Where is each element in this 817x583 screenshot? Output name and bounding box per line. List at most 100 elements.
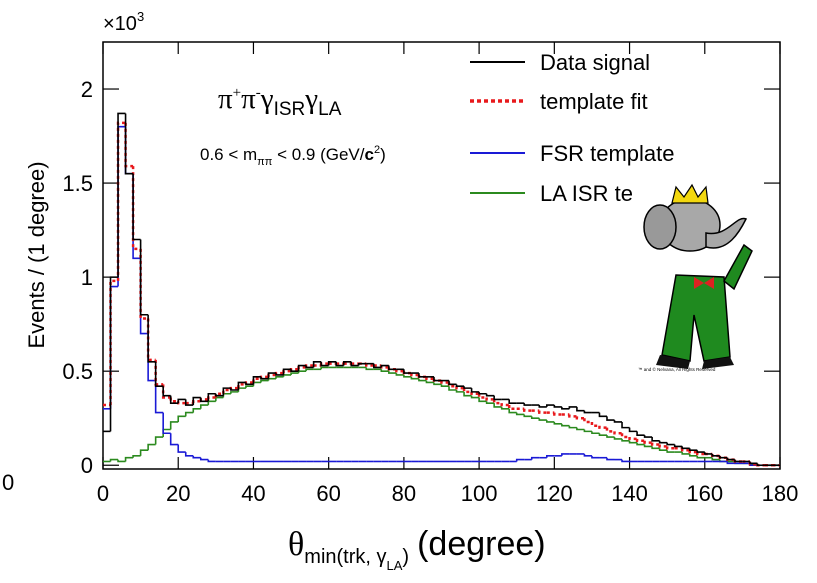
- histogram-series: [103, 366, 780, 467]
- histogram-step: [184, 452, 194, 457]
- histogram-step: [260, 379, 269, 383]
- histogram-step: [388, 365, 397, 371]
- histogram-step: [245, 382, 254, 386]
- histogram-step: [184, 399, 194, 406]
- histogram-step: [613, 437, 623, 440]
- histogram-step: [162, 412, 171, 435]
- ann-part: π: [218, 83, 233, 115]
- histogram-step: [132, 173, 141, 241]
- histogram-step: [553, 421, 562, 425]
- histogram-step: [275, 373, 284, 376]
- histogram-step: [673, 444, 683, 448]
- histogram-step: [154, 361, 164, 388]
- histogram-step: [147, 314, 156, 363]
- histogram-step: [568, 406, 577, 409]
- ann2-part: c: [365, 145, 374, 164]
- histogram-step: [455, 384, 465, 388]
- ann2-part: ππ: [257, 156, 273, 168]
- histogram-step: [478, 391, 487, 395]
- histogram-step: [651, 437, 660, 442]
- histogram-step: [418, 378, 427, 382]
- y-multiplier: ×103: [103, 9, 144, 35]
- histogram-step: [621, 421, 630, 429]
- histogram-step: [365, 367, 374, 371]
- histogram-step: [605, 427, 615, 433]
- histogram-step: [553, 412, 562, 416]
- histogram-step: [523, 403, 532, 406]
- histogram-step: [154, 359, 164, 386]
- histogram-step: [635, 438, 645, 443]
- histogram-step: [109, 458, 119, 462]
- histogram-step: [124, 456, 134, 462]
- histogram-step: [696, 450, 705, 453]
- histogram-step: [139, 239, 149, 316]
- histogram-step: [320, 366, 329, 370]
- histogram-step: [395, 373, 404, 376]
- histogram-step: [327, 360, 337, 366]
- histogram-step: [116, 121, 126, 281]
- ann2-part: < 0.9 (GeV/: [272, 145, 364, 164]
- histogram-step: [222, 387, 231, 396]
- histogram-step: [628, 437, 638, 441]
- histogram-step: [681, 452, 690, 455]
- ann-part: LA: [318, 99, 342, 120]
- x-label-subsubscript: LA: [387, 558, 403, 573]
- histogram-step: [117, 459, 126, 463]
- logo-bowtie: [694, 277, 714, 289]
- histogram-step: [515, 458, 525, 462]
- histogram-step: [154, 380, 164, 414]
- histogram-step: [305, 368, 314, 372]
- histogram-step: [478, 397, 487, 403]
- histogram-step: [538, 405, 547, 408]
- histogram-step: [711, 457, 720, 461]
- histogram-step: [357, 362, 367, 366]
- histogram-step: [688, 448, 698, 451]
- x-tick-label: 180: [762, 481, 799, 506]
- histogram-step: [606, 416, 615, 421]
- x-label-symbol: θ: [288, 526, 304, 563]
- histogram-step: [665, 446, 675, 450]
- multiplier-exponent: 3: [137, 9, 144, 24]
- histogram-step: [176, 401, 186, 405]
- histogram-step: [131, 166, 141, 251]
- histogram-step: [507, 405, 517, 411]
- annotation-mass: 0.6 < mππ < 0.9 (GeV/c2): [200, 144, 386, 168]
- histogram-step: [621, 438, 630, 442]
- legend-label: template fit: [540, 89, 648, 114]
- x-label-unit: (degree): [417, 525, 546, 563]
- histogram-step: [538, 418, 547, 421]
- histogram-step: [620, 433, 630, 439]
- histogram-step: [230, 391, 239, 394]
- logo-image: ™ and © Nelvana, All Rights Reserved: [632, 183, 762, 375]
- histogram-step: [320, 361, 329, 367]
- histogram-step: [500, 403, 510, 407]
- histogram-step: [237, 387, 246, 392]
- histogram-step: [666, 450, 675, 453]
- histogram-step: [222, 392, 231, 398]
- x-label-subscript: min(trk, γ: [304, 546, 386, 568]
- histogram-step: [583, 453, 592, 457]
- histogram-step: [628, 427, 638, 433]
- histogram-step: [470, 388, 480, 393]
- histogram-step: [681, 446, 690, 450]
- histogram-step: [350, 361, 359, 367]
- histogram-step: [440, 384, 450, 388]
- x-tick-label: 60: [316, 481, 340, 506]
- histogram-step: [591, 431, 600, 435]
- histogram-step: [591, 455, 600, 459]
- y-tick-label: 1: [81, 265, 93, 290]
- multiplier-base: ×10: [103, 13, 137, 35]
- histogram-step: [425, 380, 434, 384]
- histogram-step: [290, 369, 299, 372]
- histogram-step: [305, 365, 314, 369]
- histogram-series: [103, 112, 780, 467]
- histogram-step: [726, 461, 735, 465]
- y-tick-label: 0: [81, 453, 93, 478]
- histogram-step: [463, 386, 472, 389]
- histogram-step: [207, 400, 216, 406]
- ann-part: ISR: [274, 99, 306, 120]
- histogram-step: [177, 415, 186, 422]
- histogram-step: [267, 372, 277, 379]
- logo-suit: [661, 274, 731, 362]
